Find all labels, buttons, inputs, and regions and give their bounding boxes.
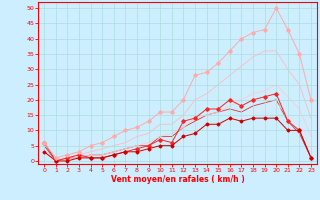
X-axis label: Vent moyen/en rafales ( km/h ): Vent moyen/en rafales ( km/h ): [111, 175, 244, 184]
